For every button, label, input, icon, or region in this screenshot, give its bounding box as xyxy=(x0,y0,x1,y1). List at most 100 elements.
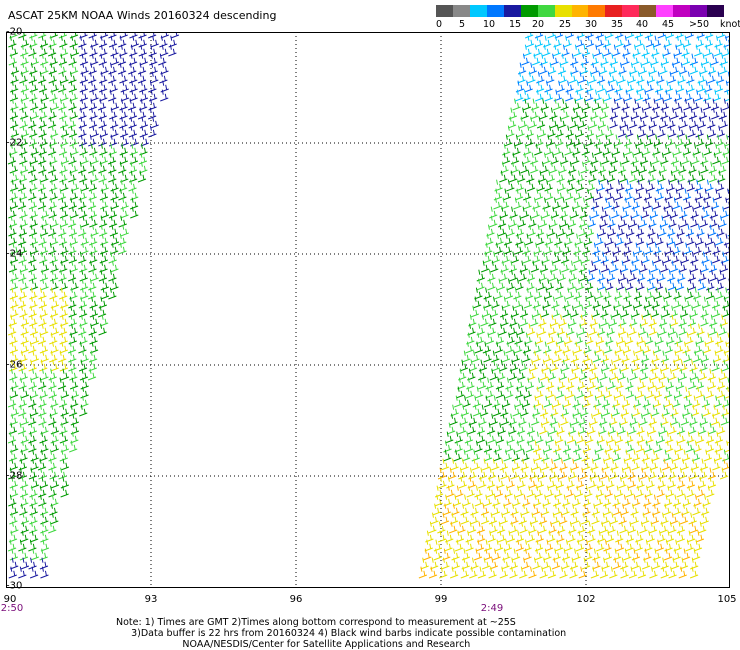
wind-barb xyxy=(528,476,537,489)
wind-barb xyxy=(712,242,721,255)
wind-barb xyxy=(565,386,575,399)
wind-barb xyxy=(564,143,573,156)
wind-barb xyxy=(70,143,79,156)
wind-barb xyxy=(69,35,78,48)
wind-barb xyxy=(128,107,138,120)
legend-swatch xyxy=(554,5,572,17)
wind-barb xyxy=(598,62,608,75)
wind-barb xyxy=(533,449,542,462)
wind-barb xyxy=(580,404,589,417)
wind-barb xyxy=(575,179,585,192)
wind-barb xyxy=(446,476,455,489)
wind-barb xyxy=(418,566,428,579)
wind-barb xyxy=(639,368,649,381)
wind-barb xyxy=(570,305,579,318)
wind-barb xyxy=(575,125,585,138)
wind-barb xyxy=(38,296,48,309)
wind-barb xyxy=(532,350,541,363)
wind-barb xyxy=(540,503,550,516)
wind-barb xyxy=(606,80,615,93)
wind-barb xyxy=(616,332,625,345)
wind-barb xyxy=(88,134,97,147)
wind-barb xyxy=(587,377,596,390)
wind-barb xyxy=(526,323,536,336)
wind-barb xyxy=(79,80,88,93)
wind-barb xyxy=(523,296,533,309)
wind-barb xyxy=(583,296,593,309)
wind-barb xyxy=(579,62,589,75)
wind-barb xyxy=(664,341,673,354)
wind-barb xyxy=(581,197,590,210)
wind-barb xyxy=(531,458,540,471)
wind-barb xyxy=(646,179,655,192)
wind-barb xyxy=(38,98,48,111)
wind-barb xyxy=(718,368,728,381)
wind-barb xyxy=(660,359,670,372)
wind-barb xyxy=(28,44,37,57)
wind-barb xyxy=(658,323,667,336)
wind-barb xyxy=(648,323,657,336)
wind-barb xyxy=(541,206,550,219)
wind-barb xyxy=(543,440,553,453)
wind-barb xyxy=(643,98,652,111)
wind-barb xyxy=(28,413,37,426)
wind-barb xyxy=(695,125,704,138)
wind-barb xyxy=(433,548,442,561)
wind-barb xyxy=(118,35,127,48)
wind-barb xyxy=(521,395,531,408)
wind-barb xyxy=(713,44,723,57)
wind-barb xyxy=(569,116,578,129)
wind-barb xyxy=(683,242,692,255)
wind-barb xyxy=(483,494,492,507)
wind-barb xyxy=(98,116,107,129)
wind-barb xyxy=(703,44,713,57)
legend-tick: 40 xyxy=(635,19,649,30)
wind-barb xyxy=(688,512,697,525)
wind-barb xyxy=(586,269,596,282)
wind-barb xyxy=(536,233,545,246)
wind-barb xyxy=(690,206,699,219)
wind-barb xyxy=(451,557,460,570)
wind-barb xyxy=(18,395,27,408)
wind-barb xyxy=(468,359,478,372)
wind-barb xyxy=(67,341,77,354)
wind-barb xyxy=(705,179,714,192)
wind-barb xyxy=(582,395,591,408)
wind-barb xyxy=(119,143,128,156)
wind-barb xyxy=(454,539,464,552)
wind-barb xyxy=(89,107,98,120)
wind-barb xyxy=(673,143,682,156)
wind-barb xyxy=(8,206,17,219)
wind-barb xyxy=(625,485,634,498)
wind-barb xyxy=(667,323,677,336)
wind-barb xyxy=(39,359,48,372)
wind-barb xyxy=(661,296,670,309)
wind-barb xyxy=(681,152,690,165)
wind-barb xyxy=(118,242,127,255)
wind-barb xyxy=(633,242,643,255)
wind-barb xyxy=(160,80,169,93)
wind-barb xyxy=(703,143,712,156)
wind-barb xyxy=(697,116,707,129)
wind-barb xyxy=(688,107,698,120)
wind-barb xyxy=(148,44,157,57)
wind-barb xyxy=(499,359,508,372)
wind-barb xyxy=(542,152,551,165)
wind-barb xyxy=(10,116,19,129)
wind-barb xyxy=(649,368,659,381)
wind-barb xyxy=(442,503,451,516)
wind-barb xyxy=(438,476,447,489)
lon-label: 99 xyxy=(434,594,448,605)
wind-barb xyxy=(514,188,524,201)
wind-barb xyxy=(68,350,77,363)
wind-barb xyxy=(488,566,497,579)
wind-barb xyxy=(537,125,547,138)
wind-barb xyxy=(455,485,464,498)
wind-barb xyxy=(518,269,527,282)
wind-barb xyxy=(552,395,561,408)
wind-barb xyxy=(148,80,157,93)
wind-barb xyxy=(19,143,28,156)
wind-barb xyxy=(483,440,493,453)
wind-barb xyxy=(651,404,660,417)
wind-barb xyxy=(98,161,107,174)
